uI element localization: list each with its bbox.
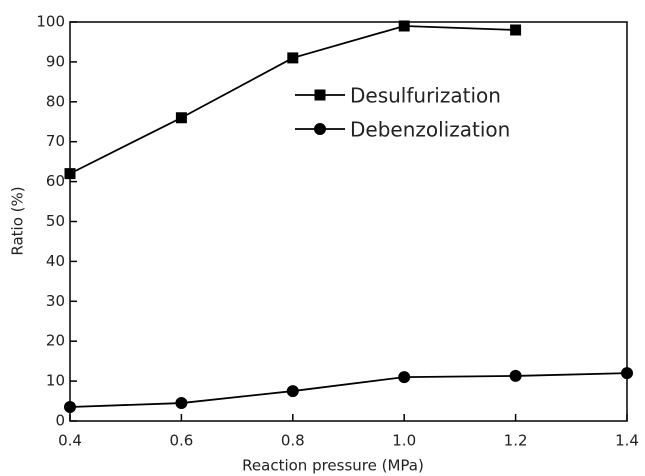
x-tick-label: 0.4	[58, 432, 82, 450]
y-axis-label: Ratio (%)	[9, 186, 27, 255]
data-point	[175, 112, 187, 124]
x-tick-label: 1.2	[504, 432, 528, 450]
series-line	[69, 372, 628, 408]
y-tick-label: 100	[36, 13, 65, 31]
data-point	[510, 24, 522, 36]
x-axis-label: Reaction pressure (MPa)	[242, 457, 424, 475]
data-point	[286, 385, 299, 398]
y-tick-label: 90	[46, 52, 65, 70]
y-tick-label: 60	[46, 172, 65, 190]
x-tick-label: 1.4	[615, 432, 639, 450]
legend-label: Debenzolization	[350, 118, 510, 142]
plot-frame	[69, 21, 628, 422]
data-point	[398, 20, 410, 32]
legend-marker	[314, 123, 326, 135]
x-tick-label: 1.0	[392, 432, 416, 450]
y-tick-label: 40	[46, 252, 65, 270]
data-point	[621, 367, 633, 380]
data-point	[398, 371, 411, 384]
y-tick-label: 20	[46, 332, 65, 350]
data-point	[175, 397, 188, 410]
legend-marker	[314, 89, 326, 101]
y-tick-label: 0	[55, 412, 65, 430]
x-tick-label: 0.6	[169, 432, 193, 450]
data-point	[64, 168, 76, 180]
y-tick-label: 50	[46, 212, 65, 230]
data-point	[509, 369, 522, 382]
y-tick-label: 10	[46, 372, 65, 390]
y-tick-label: 80	[46, 92, 65, 110]
data-point	[287, 52, 299, 64]
x-tick-label: 0.8	[281, 432, 305, 450]
legend-label: Desulfurization	[350, 84, 501, 108]
data-point	[64, 401, 76, 414]
y-tick-label: 70	[46, 132, 65, 150]
y-tick-label: 30	[46, 292, 65, 310]
